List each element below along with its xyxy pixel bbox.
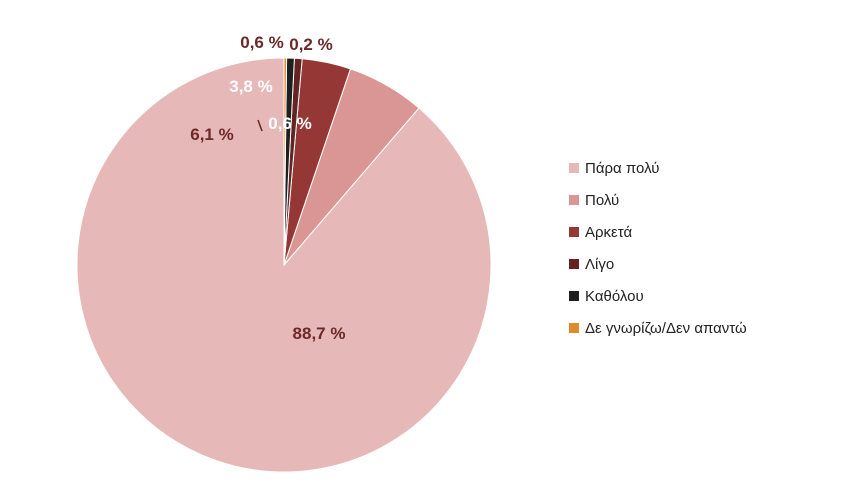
data-label: 88,7 %: [293, 324, 346, 343]
legend-label: Αρκετά: [585, 224, 632, 241]
legend: Πάρα πολύ Πολύ Αρκετά Λίγο Καθόλου Δε γνωρίζω…: [569, 160, 747, 337]
pie-slices: [76, 57, 492, 473]
legend-label: Πάρα πολύ: [585, 160, 659, 177]
data-label: 3,8 %: [229, 77, 272, 96]
legend-label: Καθόλου: [585, 288, 644, 305]
legend-label: Πολύ: [585, 192, 619, 209]
data-label: 0,6 %: [268, 114, 311, 133]
pie-slice: [283, 57, 288, 266]
data-label: 0,6 %: [240, 33, 283, 52]
legend-swatch: [569, 227, 579, 237]
legend-label: Δε γνωρίζω/Δεν απαντώ: [585, 320, 747, 337]
legend-swatch: [569, 323, 579, 333]
data-label: 6,1 %: [190, 125, 233, 144]
legend-swatch: [569, 291, 579, 301]
data-label: 0,2 %: [289, 35, 332, 54]
legend-swatch: [569, 259, 579, 269]
data-labels: 88,7 % 6,1 % 3,8 % 0,6 % 0,6 % 0,2 %: [190, 33, 345, 343]
legend-swatch: [569, 195, 579, 205]
leader-line: [257, 119, 263, 132]
legend-swatch: [569, 163, 579, 173]
legend-label: Λίγο: [585, 256, 614, 273]
